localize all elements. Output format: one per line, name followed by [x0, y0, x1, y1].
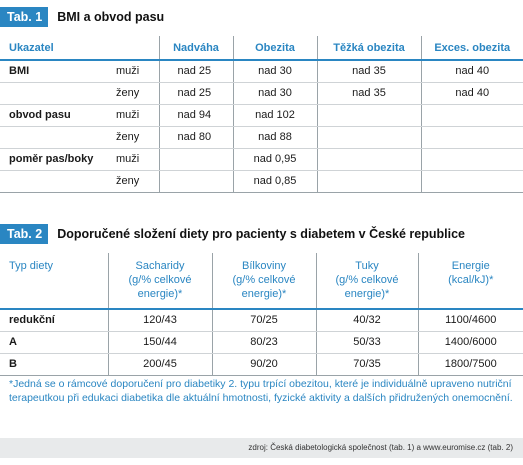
row-sub: ženy — [112, 82, 159, 105]
header-main: Typ diety — [9, 260, 54, 272]
cell: 150/44 — [107, 331, 212, 354]
diet-table: Typ diety Sacharidy (g/% celkové energie… — [0, 253, 523, 376]
table-header-row: Ukazatel Nadváha Obezita Těžká obezita E… — [0, 36, 523, 61]
tab1-title: BMI a obvod pasu — [57, 10, 165, 24]
cell: nad 0,85 — [232, 170, 317, 193]
header-main: Sacharidy — [135, 260, 185, 272]
table-row: ženy nad 25 nad 30 nad 35 nad 40 — [0, 82, 523, 105]
cell: 80/23 — [211, 331, 316, 354]
row-label: BMI — [0, 60, 112, 83]
cell: 70/35 — [315, 353, 418, 376]
header-sub: energie)* — [137, 288, 183, 300]
cell: 70/25 — [211, 309, 316, 332]
col-header-exces-obezita: Exces. obezita — [420, 36, 523, 61]
header-sub: (g/% celkové — [128, 274, 192, 286]
tab1-badge: Tab. 1 — [0, 7, 49, 27]
row-sub: ženy — [112, 126, 159, 149]
col-header-ukazatel: Ukazatel — [0, 36, 159, 61]
cell: nad 94 — [158, 104, 233, 127]
cell: nad 88 — [232, 126, 317, 149]
col-header-tezka-obezita: Těžká obezita — [316, 36, 421, 61]
table-header-row: Typ diety Sacharidy (g/% celkové energie… — [0, 253, 523, 310]
bmi-table: Ukazatel Nadváha Obezita Těžká obezita E… — [0, 36, 523, 193]
tab2-title: Doporučené složení diety pro pacienty s … — [57, 227, 465, 241]
row-label: B — [0, 353, 108, 376]
row-label: obvod pasu — [0, 104, 112, 127]
tab2-badge: Tab. 2 — [0, 224, 49, 244]
source-line: zdroj: Česká diabetologická společnost (… — [0, 438, 523, 458]
row-label: redukční — [0, 309, 108, 332]
cell: 40/32 — [315, 309, 418, 332]
cell — [158, 148, 233, 171]
cell — [420, 126, 523, 149]
tab2-header: Tab. 2 Doporučené složení diety pro paci… — [0, 224, 465, 244]
row-sub: muži — [112, 60, 159, 83]
table-row: obvod pasu muži nad 94 nad 102 — [0, 104, 523, 127]
row-label: poměr pas/boky — [0, 148, 112, 171]
row-sub: muži — [112, 148, 159, 171]
cell — [420, 170, 523, 193]
cell: nad 80 — [158, 126, 233, 149]
col-header-energie: Energie (kcal/kJ)* — [417, 253, 523, 310]
tab1-header: Tab. 1 BMI a obvod pasu — [0, 7, 164, 27]
table-row: poměr pas/boky muži nad 0,95 — [0, 148, 523, 171]
header-main: Energie — [451, 260, 490, 272]
cell: nad 25 — [158, 82, 233, 105]
cell: nad 35 — [316, 82, 421, 105]
cell: 1100/4600 — [417, 309, 523, 332]
cell: 1400/6000 — [417, 331, 523, 354]
cell: nad 30 — [232, 82, 317, 105]
cell: nad 102 — [232, 104, 317, 127]
table-row: redukční 120/43 70/25 40/32 1100/4600 — [0, 309, 523, 332]
cell: nad 30 — [232, 60, 317, 83]
cell: 120/43 — [107, 309, 212, 332]
header-sub: (kcal/kJ)* — [448, 274, 494, 286]
header-main: Bílkoviny — [241, 260, 287, 272]
col-header-bilkoviny: Bílkoviny (g/% celkové energie)* — [211, 253, 316, 310]
col-header-sacharidy: Sacharidy (g/% celkové energie)* — [107, 253, 212, 310]
cell: nad 40 — [420, 82, 523, 105]
table-row: ženy nad 80 nad 88 — [0, 126, 523, 149]
col-header-nadvaha: Nadváha — [158, 36, 233, 61]
cell — [316, 104, 421, 127]
cell — [316, 126, 421, 149]
cell — [420, 104, 523, 127]
row-label — [0, 82, 112, 105]
header-sub: energie)* — [344, 288, 390, 300]
cell: nad 40 — [420, 60, 523, 83]
row-sub: ženy — [112, 170, 159, 193]
cell: 1800/7500 — [417, 353, 523, 376]
cell: nad 35 — [316, 60, 421, 83]
row-label — [0, 170, 112, 193]
cell — [420, 148, 523, 171]
row-sub: muži — [112, 104, 159, 127]
table-row: BMI muži nad 25 nad 30 nad 35 nad 40 — [0, 60, 523, 83]
header-sub: energie)* — [241, 288, 287, 300]
col-header-typ-diety: Typ diety — [0, 253, 108, 310]
cell: 50/33 — [315, 331, 418, 354]
table-row: A 150/44 80/23 50/33 1400/6000 — [0, 331, 523, 354]
cell — [316, 148, 421, 171]
row-label — [0, 126, 112, 149]
footnote: *Jedná se o rámcové doporučení pro diabe… — [9, 378, 513, 404]
cell: nad 0,95 — [232, 148, 317, 171]
cell — [158, 170, 233, 193]
cell: 90/20 — [211, 353, 316, 376]
cell: nad 25 — [158, 60, 233, 83]
table-row: ženy nad 0,85 — [0, 170, 523, 193]
col-header-obezita: Obezita — [232, 36, 317, 61]
col-header-tuky: Tuky (g/% celkové energie)* — [315, 253, 418, 310]
row-label: A — [0, 331, 108, 354]
cell — [316, 170, 421, 193]
cell: 200/45 — [107, 353, 212, 376]
header-sub: (g/% celkové — [232, 274, 296, 286]
header-sub: (g/% celkové — [335, 274, 399, 286]
table-row: B 200/45 90/20 70/35 1800/7500 — [0, 353, 523, 376]
header-main: Tuky — [355, 260, 379, 272]
